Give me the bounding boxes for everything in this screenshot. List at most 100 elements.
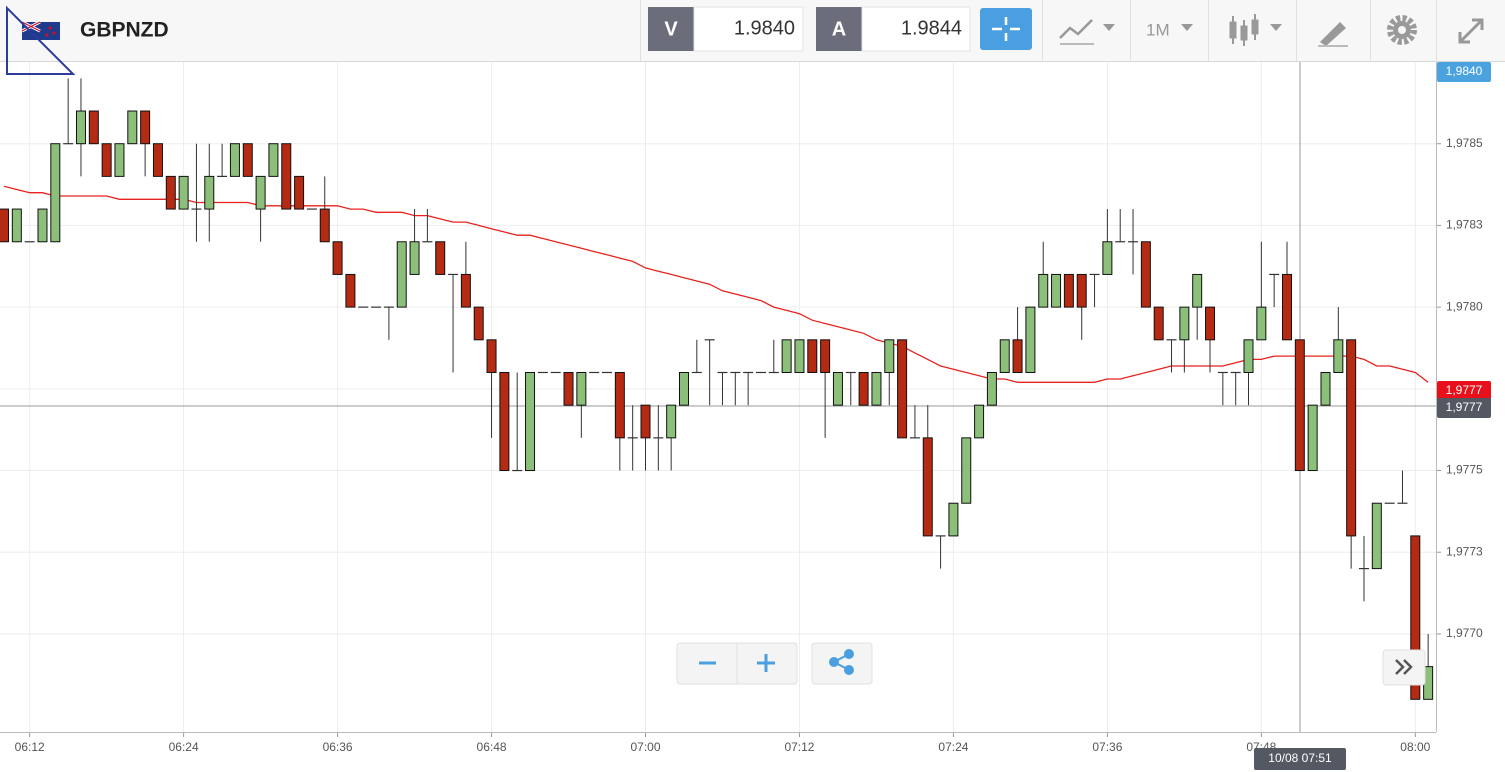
candle-body	[1307, 404, 1318, 472]
candle-body	[1179, 306, 1190, 341]
cursor-price-tag: 1,9777	[1446, 400, 1483, 414]
last-price-tag-bg	[1437, 381, 1491, 401]
candle-body	[1012, 339, 1023, 373]
candle-body	[948, 502, 959, 537]
x-tick-label: 06:24	[169, 740, 199, 754]
x-tick-label: 08:00	[1400, 740, 1430, 754]
corner-marker	[6, 5, 76, 75]
share-button[interactable]	[811, 642, 873, 685]
sell-label: V	[664, 18, 678, 40]
candle-body	[1256, 306, 1267, 341]
candle-style-button[interactable]	[1229, 14, 1282, 46]
settings-button[interactable]	[1387, 15, 1417, 45]
candle-body	[1346, 339, 1357, 537]
x-tick-label: 07:24	[938, 740, 968, 754]
overlay: 1,9840 1,9777 1,9777 10/08 07:51	[1254, 62, 1491, 770]
candle-body	[165, 175, 176, 210]
buy-label: A	[832, 18, 846, 40]
buy-button[interactable]	[816, 7, 862, 51]
ask-tag-bg	[1437, 62, 1491, 82]
crosshair-time-bg	[1254, 748, 1346, 770]
candle-body	[255, 175, 266, 210]
candle-body	[1243, 339, 1254, 373]
candle-body	[1410, 535, 1421, 700]
candle-body	[332, 241, 343, 275]
candle-body	[884, 339, 895, 373]
candle-body	[345, 273, 356, 308]
x-tick-label: 07:00	[630, 740, 660, 754]
candle-body	[1102, 241, 1113, 275]
sell-button[interactable]	[648, 7, 694, 51]
candle-body	[1063, 273, 1074, 308]
candle-body	[294, 175, 305, 210]
candle-body	[1051, 273, 1062, 308]
candle-body	[499, 371, 510, 472]
zoom-in[interactable]	[757, 654, 775, 672]
candle-body	[781, 339, 792, 373]
candle-body	[37, 208, 48, 243]
candle-body	[832, 371, 843, 406]
buy-price: 1.9844	[901, 17, 962, 39]
sell-price-box	[693, 6, 804, 52]
plot: 06:12 06:24 06:36 06:48 07:00 07:12 07:24 07:36…	[0, 62, 1483, 754]
flag	[21, 20, 60, 40]
candle-body	[614, 371, 625, 439]
candle-body	[1038, 273, 1049, 308]
x-tick-label: 07:36	[1092, 740, 1122, 754]
candle-body	[1153, 306, 1164, 341]
candle-body	[11, 208, 22, 243]
timeframe-caret	[1181, 24, 1193, 31]
candle-body	[409, 241, 420, 275]
candle-body	[678, 371, 689, 406]
candle-body	[563, 371, 574, 406]
candle-body	[204, 175, 215, 210]
draw-button[interactable]	[1318, 22, 1348, 47]
sell-price: 1.9840	[734, 17, 795, 39]
candle-body	[974, 404, 985, 439]
crosshair-button[interactable]	[980, 8, 1032, 50]
candle-body	[435, 241, 446, 275]
candle-body	[1205, 306, 1216, 341]
candle-body	[140, 110, 151, 145]
candle-body	[178, 175, 189, 210]
y-tick-label: 1,9775	[1446, 463, 1483, 477]
candle-body	[0, 208, 9, 243]
candle-body	[1282, 273, 1292, 341]
candle-body	[268, 143, 279, 177]
zoom-controls	[676, 642, 1426, 686]
candle-body	[50, 143, 61, 243]
candle-body	[1140, 241, 1151, 308]
candle-body	[640, 404, 651, 439]
candle-body	[1076, 273, 1087, 308]
candle-body	[1333, 339, 1344, 373]
fullscreen-button[interactable]	[1458, 18, 1484, 44]
candle-body	[242, 143, 253, 177]
chart-type-button[interactable]	[1059, 19, 1115, 45]
ask-tag: 1,9840	[1446, 64, 1483, 78]
candle-body	[1320, 371, 1331, 406]
candle-body	[1025, 306, 1036, 373]
candle-body	[820, 339, 831, 373]
x-tick-label: 06:48	[477, 740, 507, 754]
candle-body	[961, 437, 972, 504]
candle-body	[152, 143, 163, 177]
candle-body	[999, 339, 1010, 373]
x-tick-label: 06:12	[15, 740, 45, 754]
candle-body	[897, 339, 908, 439]
candle-body	[1192, 273, 1203, 308]
candle-body	[922, 437, 933, 537]
candle-body	[460, 273, 471, 308]
last-price-tag: 1,9777	[1446, 383, 1483, 397]
candle-body	[666, 404, 677, 439]
candle-body	[794, 339, 805, 373]
candle-body	[101, 143, 112, 177]
candle-body	[473, 306, 484, 341]
candle-body	[319, 208, 330, 243]
timeframe[interactable]: 1M	[1146, 20, 1170, 39]
x-tick-label: 06:36	[323, 740, 353, 754]
candle-body	[75, 110, 86, 145]
candle-body	[1294, 339, 1305, 472]
candle-body	[281, 143, 292, 210]
y-tick-label: 1,9773	[1446, 544, 1483, 558]
candle-body	[986, 371, 997, 406]
